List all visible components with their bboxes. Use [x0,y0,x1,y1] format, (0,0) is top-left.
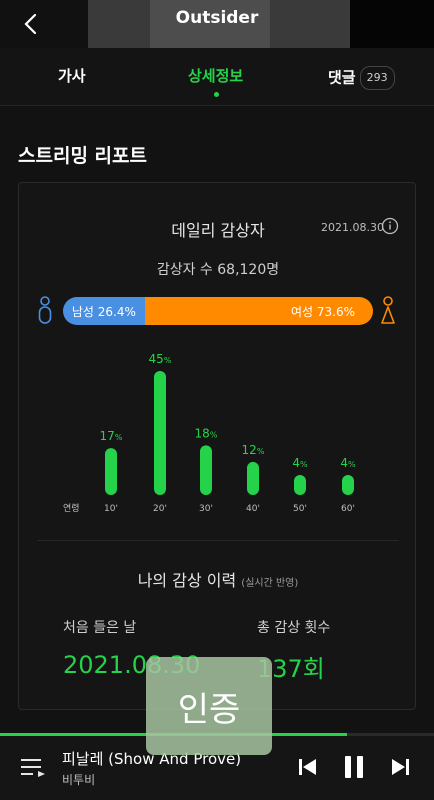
info-icon[interactable] [381,217,399,235]
age-bar-value-1: 45% [149,352,172,366]
verification-stamp: 인증 [146,657,272,755]
age-bar-2 [200,445,212,495]
age-distribution-chart: 17% 10' 45% 20' 18% 30' 12% 40' 4% 50' 4% 60' [100,352,356,514]
first-listen-label: 처음 들은 날 [63,620,137,636]
age-bar-0 [105,448,117,495]
age-bar-value-5: 4% [340,456,356,470]
age-category-label-3: 40' [246,504,260,514]
female-segment: 여성 73.6% [144,297,373,325]
active-tab-indicator [214,92,219,97]
tab-lyrics[interactable]: 가사 [58,67,86,85]
age-bar-3 [247,461,259,495]
age-bar-5 [342,475,354,495]
history-title-text: 나의 감상 이력 [137,571,237,590]
age-bar-1 [154,371,166,495]
total-listen-label: 총 감상 횟수 [257,620,331,636]
divider [37,540,399,541]
pause-icon[interactable] [342,754,366,780]
history-title: 나의 감상 이력 (실시간 반영) [19,567,417,591]
previous-track-icon[interactable] [296,756,318,778]
now-playing-artist[interactable]: 비투비 [62,773,96,787]
age-category-label-5: 60' [341,504,355,514]
tab-comments-label: 댓글 [328,68,356,87]
page-title: Outsider [175,8,259,28]
comments-count-badge: 293 [359,66,395,90]
header-bg-image-highlight [150,0,270,48]
tab-detail[interactable]: 상세정보 [188,66,244,97]
chevron-left-icon [24,13,37,35]
age-axis-label: 연령 [63,504,80,514]
playlist-icon[interactable] [20,756,46,780]
next-track-icon[interactable] [390,756,412,778]
report-date: 2021.08.30 [321,221,384,234]
header: Outsider [0,0,434,48]
header-bg-left [0,0,90,48]
tab-bar: 가사 상세정보 댓글 293 [0,48,434,106]
age-bar-value-3: 12% [242,443,265,457]
detail-content[interactable]: 스트리밍 리포트 데일리 감상자 2021.08.30 감상자 수 68,120… [0,107,434,733]
age-bar-value-0: 17% [100,429,123,443]
age-category-label-0: 10' [104,504,118,514]
streaming-report-card: 데일리 감상자 2021.08.30 감상자 수 68,120명 남성 26.4… [18,182,416,710]
age-category-label-2: 30' [199,504,213,514]
gender-ratio-bar: 남성 26.4% 여성 73.6% [63,297,373,325]
history-subtitle: (실시간 반영) [241,578,299,589]
male-icon [38,296,52,324]
listener-count: 감상자 수 68,120명 [156,262,280,278]
female-icon [381,296,395,324]
age-bar-value-2: 18% [195,426,218,440]
daily-listeners-title: 데일리 감상자 [171,221,265,240]
tab-comments[interactable]: 댓글 293 [328,66,395,90]
age-bar-4 [294,475,306,495]
male-segment: 남성 26.4% [63,297,145,325]
back-button[interactable] [14,8,46,40]
age-category-label-4: 50' [293,504,307,514]
age-bar-value-4: 4% [292,456,308,470]
tab-detail-label: 상세정보 [188,67,244,85]
age-category-label-1: 20' [153,504,167,514]
section-title: 스트리밍 리포트 [18,145,147,167]
